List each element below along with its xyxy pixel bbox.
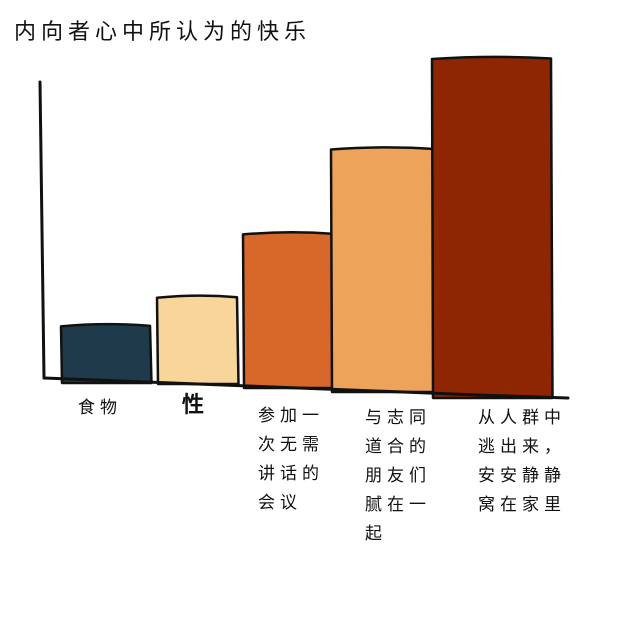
x-axis-line bbox=[42, 376, 570, 400]
chart-title: 内向者心中所认为的快乐 bbox=[14, 20, 312, 45]
bar-3 bbox=[241, 231, 337, 390]
bar-1 bbox=[59, 322, 153, 385]
bar-5 bbox=[430, 55, 554, 400]
y-axis-line bbox=[38, 80, 46, 380]
bar-2 bbox=[155, 294, 240, 386]
category-label-1: 食物 bbox=[78, 398, 122, 418]
bar-4 bbox=[329, 146, 438, 394]
category-label-4: 与志同 道合的 朋友们 腻在一 起 bbox=[365, 408, 431, 544]
category-label-5: 从人群中 逃出来， 安安静静 窝在家里 bbox=[478, 408, 566, 515]
category-label-2: 性 bbox=[182, 393, 210, 418]
category-label-3: 参加一 次无需 讲话的 会议 bbox=[258, 406, 324, 513]
